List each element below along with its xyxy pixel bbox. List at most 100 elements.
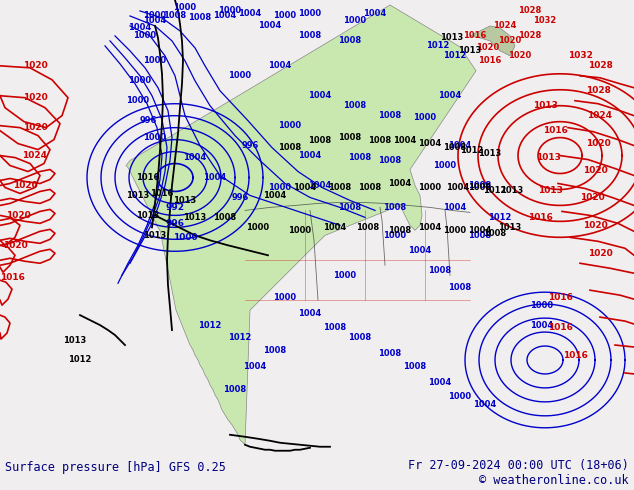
Text: 1012: 1012 [198,320,222,330]
Text: 1004: 1004 [204,173,226,182]
Text: 1013: 1013 [173,196,197,205]
Text: 1004: 1004 [263,191,287,200]
Text: 1004: 1004 [443,203,467,212]
Text: 1020: 1020 [23,61,48,70]
Text: 1008: 1008 [384,203,406,212]
Text: 1000: 1000 [299,9,321,19]
Text: 1024: 1024 [22,151,48,160]
Polygon shape [126,5,476,445]
Text: 1012: 1012 [68,355,92,365]
Text: Fr 27-09-2024 00:00 UTC (18+06): Fr 27-09-2024 00:00 UTC (18+06) [408,459,629,472]
Text: 1016: 1016 [136,173,160,182]
Text: 1013: 1013 [538,186,562,195]
Text: 1013: 1013 [183,213,207,222]
Text: 996: 996 [231,193,249,202]
Text: 1008: 1008 [389,226,411,235]
Text: 1028: 1028 [588,61,612,70]
Text: 1020: 1020 [23,93,48,102]
Text: 1008: 1008 [339,36,361,46]
Text: 1000: 1000 [384,231,406,240]
Text: 1013: 1013 [536,153,560,162]
Text: 1000: 1000 [133,31,157,40]
Text: 1016: 1016 [562,350,588,360]
Text: 1000: 1000 [278,121,302,130]
Text: 1004: 1004 [308,181,332,190]
Text: 1004: 1004 [446,183,470,192]
Text: 1004: 1004 [389,179,411,188]
Text: 1024: 1024 [588,111,612,120]
Text: 1013: 1013 [136,211,160,220]
Text: 1013: 1013 [498,223,522,232]
Text: 1004: 1004 [128,24,152,32]
Text: 1020: 1020 [583,166,607,175]
Text: 1000: 1000 [333,271,356,280]
Text: 1012: 1012 [426,41,450,50]
Text: 1000: 1000 [273,11,297,21]
Text: 1000: 1000 [174,3,197,12]
Text: 1000: 1000 [219,6,242,16]
Polygon shape [470,26,515,56]
Text: 1013: 1013 [126,191,150,200]
Text: 1000: 1000 [129,76,152,85]
Text: 1004: 1004 [323,223,347,232]
Text: 1008: 1008 [188,13,212,23]
Text: 1016: 1016 [548,293,573,302]
Text: 1008: 1008 [403,363,427,371]
Text: 1004: 1004 [268,61,292,70]
Text: 1004: 1004 [531,320,553,330]
Text: 1008: 1008 [356,223,380,232]
Text: © weatheronline.co.uk: © weatheronline.co.uk [479,474,629,488]
Text: 1008: 1008 [378,156,401,165]
Text: 1008: 1008 [223,386,247,394]
Text: 1004: 1004 [448,141,472,150]
Text: 1012: 1012 [483,186,507,195]
Text: 1008: 1008 [278,143,302,152]
Text: 1004: 1004 [474,400,496,409]
Text: 1008: 1008 [469,183,491,192]
Text: 1013: 1013 [458,47,482,55]
Text: 1008: 1008 [323,322,347,332]
Text: 1004: 1004 [418,139,442,148]
Text: 992: 992 [165,203,184,212]
Text: 1028: 1028 [519,31,541,40]
Text: 1008: 1008 [429,266,451,275]
Text: Surface pressure [hPa] GFS 0.25: Surface pressure [hPa] GFS 0.25 [5,461,226,474]
Text: 1000: 1000 [434,161,456,170]
Text: 1004: 1004 [259,22,281,30]
Text: 1028: 1028 [586,86,611,95]
Text: 1000: 1000 [448,392,472,401]
Text: 1024: 1024 [493,22,517,30]
Text: 1004: 1004 [183,153,207,162]
Text: 1020: 1020 [476,44,500,52]
Text: 1000: 1000 [126,96,150,105]
Text: 1008: 1008 [484,229,507,238]
Text: 1008: 1008 [308,136,332,145]
Text: 1000: 1000 [268,183,292,192]
Text: 1000: 1000 [288,226,311,235]
Text: 1004: 1004 [243,363,267,371]
Text: 1008: 1008 [368,136,392,145]
Text: 1000: 1000 [247,223,269,232]
Text: 996: 996 [139,116,157,125]
Text: 1004: 1004 [418,223,442,232]
Text: 1004: 1004 [438,91,462,100]
Text: 1000: 1000 [531,301,553,310]
Text: 1020: 1020 [586,139,611,148]
Text: 1012: 1012 [460,146,484,155]
Text: 1013: 1013 [500,186,524,195]
Text: 1016: 1016 [0,273,25,282]
Text: 1008: 1008 [469,181,491,190]
Text: 1016: 1016 [478,56,501,65]
Text: 1004: 1004 [299,151,321,160]
Text: 1016: 1016 [543,126,567,135]
Text: 1008: 1008 [358,183,382,192]
Text: 1020: 1020 [583,221,607,230]
Text: 1020: 1020 [13,181,37,190]
Text: 1013: 1013 [441,33,463,43]
Text: 1016: 1016 [150,189,174,198]
Text: 1028: 1028 [519,6,541,16]
Text: 1013: 1013 [143,231,167,240]
Text: 1020: 1020 [6,211,30,220]
Text: 1008: 1008 [339,203,361,212]
Text: 1012: 1012 [228,333,252,342]
